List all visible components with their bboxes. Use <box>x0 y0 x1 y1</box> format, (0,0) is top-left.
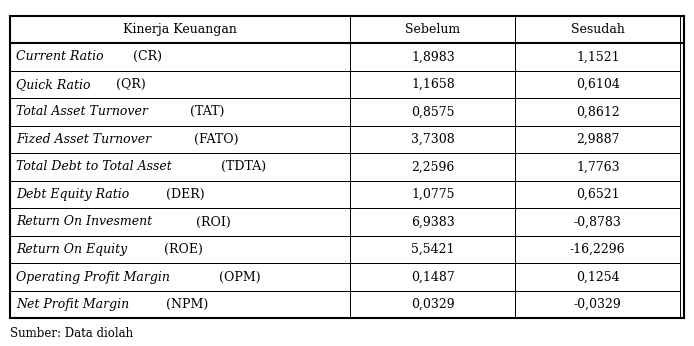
Text: Quick Ratio: Quick Ratio <box>16 78 90 91</box>
Text: 0,1487: 0,1487 <box>411 271 455 283</box>
Bar <box>10 43 350 71</box>
Text: 3,7308: 3,7308 <box>411 133 455 146</box>
Text: 1,8983: 1,8983 <box>411 51 455 63</box>
Text: (ROI): (ROI) <box>192 216 230 228</box>
Bar <box>350 71 515 98</box>
Text: (CR): (CR) <box>129 51 162 63</box>
Bar <box>515 98 680 126</box>
Text: 1,7763: 1,7763 <box>576 161 620 173</box>
Bar <box>515 181 680 208</box>
Bar <box>350 153 515 181</box>
Bar <box>515 208 680 236</box>
Bar <box>10 126 350 153</box>
Text: (ROE): (ROE) <box>160 243 203 256</box>
Text: (QR): (QR) <box>112 78 146 91</box>
Text: 2,9887: 2,9887 <box>576 133 620 146</box>
Text: 0,8575: 0,8575 <box>411 106 455 118</box>
Text: Fized Asset Turnover: Fized Asset Turnover <box>16 133 151 146</box>
Text: Operating Profit Margin: Operating Profit Margin <box>16 271 170 283</box>
Bar <box>350 98 515 126</box>
Bar <box>350 263 515 291</box>
Text: Total Asset Turnover: Total Asset Turnover <box>16 106 148 118</box>
Text: -16,2296: -16,2296 <box>570 243 625 256</box>
Text: 2,2596: 2,2596 <box>411 161 455 173</box>
Bar <box>515 236 680 263</box>
Bar <box>350 291 515 318</box>
Bar <box>10 291 350 318</box>
Text: 0,0329: 0,0329 <box>411 298 455 311</box>
Text: Total Debt to Total Asset: Total Debt to Total Asset <box>16 161 171 173</box>
Bar <box>10 98 350 126</box>
Text: Sebelum: Sebelum <box>405 23 460 36</box>
Text: Net Profit Margin: Net Profit Margin <box>16 298 129 311</box>
Text: 1,1658: 1,1658 <box>411 78 455 91</box>
Text: Sesudah: Sesudah <box>571 23 625 36</box>
Bar <box>10 236 350 263</box>
Text: Return On Equity: Return On Equity <box>16 243 127 256</box>
Bar <box>515 16 680 43</box>
Text: (DER): (DER) <box>162 188 205 201</box>
Text: 0,6521: 0,6521 <box>576 188 620 201</box>
Bar <box>10 71 350 98</box>
Bar <box>10 153 350 181</box>
Bar <box>350 43 515 71</box>
Bar <box>10 208 350 236</box>
Bar <box>350 181 515 208</box>
Text: (OPM): (OPM) <box>214 271 260 283</box>
Text: (FATO): (FATO) <box>190 133 239 146</box>
Bar <box>350 16 515 43</box>
Text: Kinerja Keuangan: Kinerja Keuangan <box>124 23 237 36</box>
Bar <box>350 126 515 153</box>
Bar <box>10 181 350 208</box>
Text: Debt Equity Ratio: Debt Equity Ratio <box>16 188 129 201</box>
Bar <box>515 43 680 71</box>
Bar <box>515 126 680 153</box>
Bar <box>515 153 680 181</box>
Bar <box>515 291 680 318</box>
Text: Return On Invesment: Return On Invesment <box>16 216 152 228</box>
Text: 0,6104: 0,6104 <box>576 78 620 91</box>
Bar <box>10 263 350 291</box>
Text: 5,5421: 5,5421 <box>411 243 455 256</box>
Text: -0,0329: -0,0329 <box>574 298 622 311</box>
Text: (TAT): (TAT) <box>186 106 224 118</box>
Bar <box>350 236 515 263</box>
Bar <box>350 208 515 236</box>
Text: 1,0775: 1,0775 <box>411 188 455 201</box>
Text: -0,8783: -0,8783 <box>574 216 622 228</box>
Text: 0,8612: 0,8612 <box>576 106 620 118</box>
Bar <box>515 263 680 291</box>
Text: Sumber: Data diolah: Sumber: Data diolah <box>10 327 133 340</box>
Text: 0,1254: 0,1254 <box>576 271 620 283</box>
Text: 1,1521: 1,1521 <box>576 51 620 63</box>
Bar <box>515 71 680 98</box>
Bar <box>10 16 350 43</box>
Text: 6,9383: 6,9383 <box>411 216 455 228</box>
Text: Current Ratio: Current Ratio <box>16 51 103 63</box>
Text: (TDTA): (TDTA) <box>217 161 266 173</box>
Text: (NPM): (NPM) <box>162 298 208 311</box>
